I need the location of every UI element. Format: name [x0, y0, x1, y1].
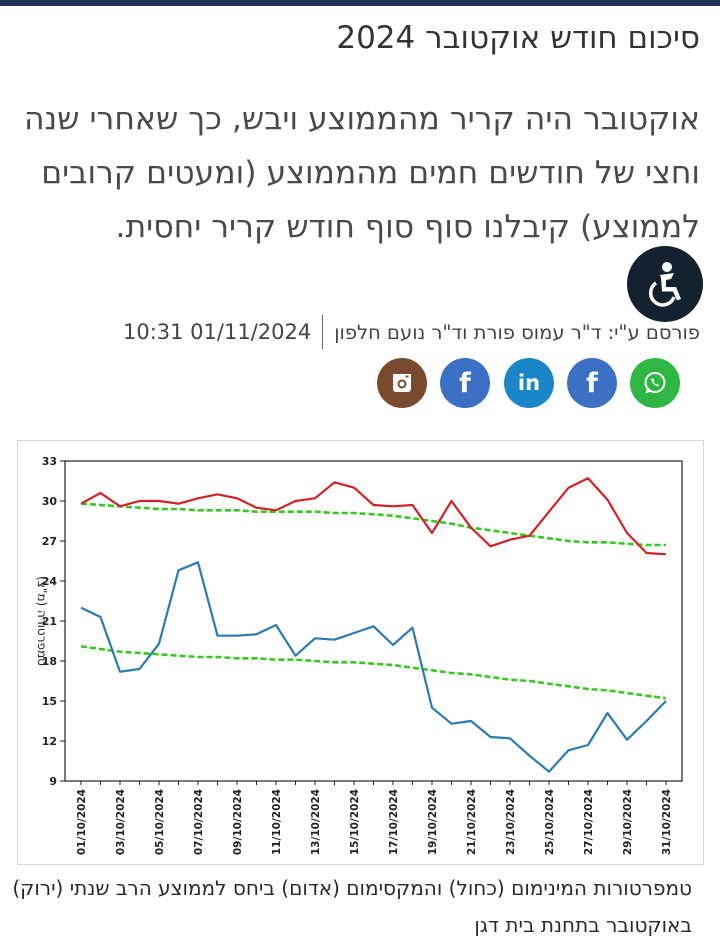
- article-title: סיכום חודש אוקטובר 2024: [336, 20, 700, 56]
- accessibility-button[interactable]: [627, 246, 703, 322]
- y-tick-label: 30: [42, 495, 58, 508]
- share-linkedin-button[interactable]: in: [504, 358, 554, 408]
- instagram-icon: [393, 374, 411, 392]
- chart-caption: טמפרטורות המינימום (כחול) והמקסימום (אדו…: [12, 876, 692, 937]
- x-tick-label: 07/10/2024: [193, 789, 205, 855]
- facebook-icon: f: [586, 367, 598, 399]
- author: פורסם ע"י: ד"ר עמוס פורת וד"ר נועם חלפון: [334, 320, 700, 344]
- x-tick-label: 29/10/2024: [622, 789, 634, 855]
- publish-date: 10:31 01/11/2024: [122, 320, 312, 344]
- accessibility-icon: [648, 262, 681, 307]
- share-instagram-button[interactable]: [377, 358, 427, 408]
- temperature-chart: 9 12 15 18 21 24 27 30 33 01/10/2024 03/10/2024 05/…: [17, 440, 704, 865]
- series-line-3: [80, 645, 667, 700]
- y-tick-label: 12: [42, 735, 57, 748]
- byline: פורסם ע"י: ד"ר עמוס פורת וד"ר נועם חלפון…: [10, 312, 700, 352]
- x-tick-label: 19/10/2024: [427, 789, 439, 855]
- x-tick-label: 09/10/2024: [232, 789, 244, 855]
- x-tick-label: 23/10/2024: [505, 789, 517, 855]
- x-tick-label: 25/10/2024: [544, 789, 556, 855]
- y-tick-label: 33: [42, 455, 57, 468]
- article-lead: אוקטובר היה קריר מהממוצע ויבש, כך שאחרי …: [23, 101, 700, 245]
- facebook-icon: f: [459, 367, 471, 399]
- y-tick-label: 27: [42, 535, 57, 548]
- byline-divider: [322, 315, 324, 349]
- whatsapp-icon: [644, 372, 666, 394]
- series-line-2: [80, 502, 666, 547]
- y-tick-label: 15: [42, 695, 57, 708]
- x-tick-label: 13/10/2024: [310, 789, 322, 855]
- share-facebook-button-2[interactable]: f: [440, 358, 490, 408]
- x-tick-label: 27/10/2024: [583, 789, 595, 855]
- share-facebook-button[interactable]: f: [567, 358, 617, 408]
- linkedin-icon: in: [517, 371, 541, 395]
- y-tick-label: 9: [49, 775, 57, 788]
- top-bar: [0, 0, 720, 6]
- share-whatsapp-button[interactable]: [630, 358, 680, 408]
- series-line-0: [80, 477, 667, 556]
- chart-svg: 9 12 15 18 21 24 27 30 33 01/10/2024 03/10/2024 05/…: [35, 455, 683, 855]
- share-bar: f in f: [0, 356, 720, 410]
- x-tick-label: 21/10/2024: [466, 789, 478, 855]
- x-tick-label: 31/10/2024: [661, 789, 673, 855]
- x-tick-label: 03/10/2024: [115, 789, 127, 855]
- x-tick-label: 05/10/2024: [154, 789, 166, 855]
- y-tick-label: 21: [42, 615, 57, 628]
- x-tick-label: 15/10/2024: [349, 789, 361, 855]
- x-tick-label: 17/10/2024: [388, 789, 400, 855]
- y-tick-label: 18: [42, 655, 57, 668]
- series-line-1: [80, 561, 667, 773]
- x-tick-label: 01/10/2024: [76, 789, 88, 855]
- x-tick-label: 11/10/2024: [271, 789, 283, 855]
- y-axis-label: טמפרטורה (מ"צ): [35, 576, 49, 666]
- y-tick-label: 24: [42, 575, 58, 588]
